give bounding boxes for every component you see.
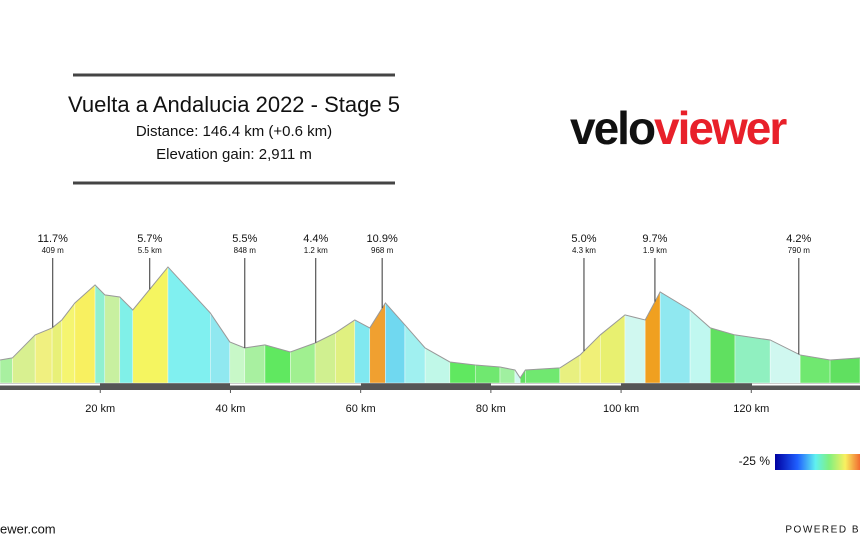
profile-segment: [624, 314, 646, 384]
profile-segment: [354, 319, 370, 384]
annotation-gradient: 9.7%: [642, 233, 667, 245]
profile-outline: [0, 266, 860, 379]
profile-segment: [61, 302, 76, 384]
profile-segment: [659, 291, 691, 384]
profile-segment: [734, 334, 771, 384]
x-tick-label: 20 km: [85, 403, 115, 415]
annotation-gradient: 5.5%: [232, 233, 257, 245]
annotation-gradient: 5.7%: [137, 233, 162, 245]
chart-title: Vuelta a Andalucia 2022 - Stage 5: [68, 92, 400, 117]
x-tick-label: 120 km: [733, 403, 769, 415]
annotation-length: 4.3 km: [572, 246, 596, 255]
profile-segment: [689, 309, 711, 384]
annotation-length: 790 m: [788, 246, 811, 255]
profile-segment: [559, 354, 581, 384]
profile-segment: [0, 357, 13, 384]
profile-segment: [710, 327, 736, 384]
x-tick-label: 100 km: [603, 403, 639, 415]
profile-segment: [449, 361, 476, 384]
distance-bar: [0, 383, 860, 390]
profile-segment: [229, 341, 245, 384]
subtitle: Distance: 146.4 km (+0.6 km): [136, 123, 332, 140]
annotation-gradient: 10.9%: [367, 233, 398, 245]
annotation-gradient: 5.0%: [571, 233, 596, 245]
annotation-length: 5.5 km: [138, 246, 162, 255]
annotation-gradient: 4.2%: [786, 233, 811, 245]
annotation-gradient: 4.4%: [303, 233, 328, 245]
x-tick-label: 40 km: [215, 403, 245, 415]
annotation-length: 1.2 km: [304, 246, 328, 255]
profile-segment: [119, 296, 134, 384]
profile-segment: [290, 342, 316, 384]
profile-segment: [94, 284, 106, 384]
logo-part: velo: [570, 102, 655, 154]
profile-segment: [104, 294, 120, 384]
profile-segment: [167, 266, 211, 384]
annotation-length: 409 m: [42, 246, 65, 255]
profile-segment: [335, 319, 356, 384]
profile-segment: [34, 327, 53, 384]
logo: veloviewer: [570, 102, 787, 154]
footer: POWERED B: [785, 525, 860, 536]
profile-segment: [579, 334, 601, 384]
subtitle: Elevation gain: 2,911 m: [156, 146, 312, 163]
profile-segment: [769, 339, 801, 384]
x-tick-label: 80 km: [476, 403, 506, 415]
legend-label: -25 %: [739, 454, 771, 468]
annotation-length: 968 m: [371, 246, 394, 255]
profile-segment: [385, 302, 406, 384]
profile-segment: [244, 344, 266, 384]
profile-segment: [51, 319, 63, 384]
plot: 11.7%409 m 5.7%5.5 km 5.5%848 m 4.4%1.2 km 1…: [0, 233, 860, 415]
profile-segment: [829, 357, 860, 384]
annotation-length: 848 m: [234, 246, 257, 255]
profile-segment: [12, 334, 36, 384]
profile-segment: [132, 266, 169, 384]
gradient-legend: [775, 454, 860, 470]
annotation-gradient: 11.7%: [38, 233, 69, 245]
footer: ewer.com: [0, 521, 56, 536]
profile-segment: [404, 324, 426, 384]
profile-segment: [210, 312, 231, 384]
logo-part: viewer: [654, 102, 787, 154]
annotation-length: 1.9 km: [643, 246, 667, 255]
profile-segment: [314, 332, 336, 384]
profile-segment: [475, 364, 501, 384]
profile-segment: [424, 347, 451, 384]
x-tick-label: 60 km: [346, 403, 376, 415]
